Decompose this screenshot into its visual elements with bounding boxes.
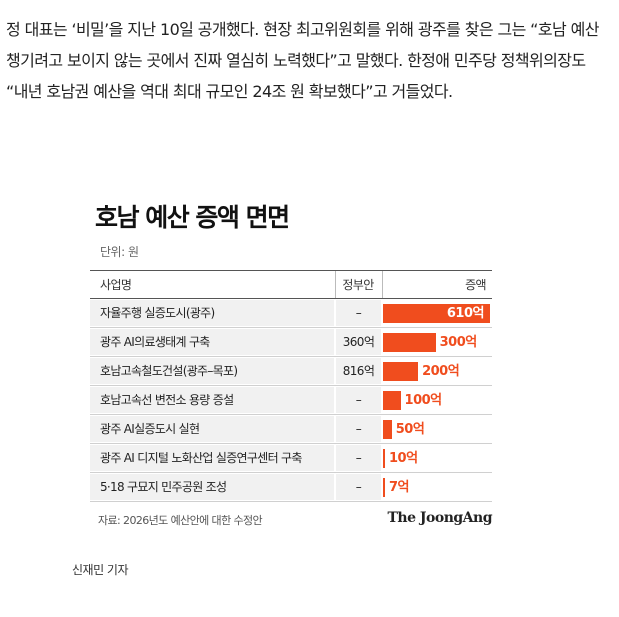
byline: 신재민 기자: [72, 563, 129, 577]
graphic-unit: 단위: 원: [100, 245, 139, 259]
project-name: 호남고속선 변전소 용량 증설: [90, 387, 334, 413]
project-name: 자율주행 실증도시(광주): [90, 300, 334, 326]
increase-label: 300억: [439, 335, 478, 350]
increase-cell: 200억: [383, 358, 492, 384]
table-body: 자율주행 실증도시(광주) –610억 광주 AI의료생태계 구축 360억 300억 호…: [90, 299, 492, 502]
increase-cell: 610억: [383, 300, 492, 326]
increase-bar: [383, 304, 490, 323]
joongang-logo: The JoongAng: [387, 510, 493, 526]
increase-bar: [383, 420, 392, 439]
graphic-source: 자료: 2026년도 예산안에 대한 수정안: [98, 514, 263, 527]
table-row: 5·18 구묘지 민주공원 조성 –7억: [90, 473, 492, 502]
increase-bar: [383, 333, 436, 352]
increase-cell: 300억: [383, 329, 492, 355]
article-body: 정 대표는 ‘비밀’을 지난 10일 공개했다. 현장 최고위원회를 위해 광주…: [6, 14, 606, 107]
increase-cell: 100억: [383, 387, 492, 413]
budget-table: 사업명 정부안 증액 자율주행 실증도시(광주) –610억 광주 AI의료생태계 …: [90, 270, 492, 502]
project-name: 광주 AI실증도시 실현: [90, 416, 334, 442]
table-row: 광주 AI실증도시 실현 –50억: [90, 415, 492, 444]
project-name: 광주 AI의료생태계 구축: [90, 329, 334, 355]
project-name: 광주 AI 디지털 노화산업 실증연구센터 구축: [90, 445, 334, 471]
government-amount: –: [336, 474, 381, 500]
table-row: 광주 AI 디지털 노화산업 실증연구센터 구축 –10억: [90, 444, 492, 473]
article-paragraph: 정 대표는 ‘비밀’을 지난 10일 공개했다. 현장 최고위원회를 위해 광주…: [6, 20, 599, 101]
increase-cell: 50억: [383, 416, 492, 442]
government-amount: –: [336, 416, 381, 442]
table-row: 호남고속철도건설(광주–목포) 816억 200억: [90, 357, 492, 386]
government-amount: –: [336, 445, 381, 471]
increase-bar: [383, 391, 401, 410]
header-project: 사업명: [100, 278, 132, 292]
table-row: 호남고속선 변전소 용량 증설 – 100억: [90, 386, 492, 415]
increase-label: 100억: [404, 393, 443, 408]
increase-cell: 10억: [383, 445, 492, 471]
government-amount: 816억: [336, 358, 381, 384]
increase-label: 50억: [395, 422, 425, 437]
government-amount: 360억: [336, 329, 381, 355]
increase-label: 10억: [389, 451, 418, 466]
increase-label: 7억: [389, 480, 410, 495]
government-amount: –: [336, 387, 381, 413]
table-row: 광주 AI의료생태계 구축 360억 300억: [90, 328, 492, 357]
increase-bar: [383, 478, 385, 497]
increase-bar: [383, 449, 385, 468]
project-name: 5·18 구묘지 민주공원 조성: [90, 474, 334, 500]
header-increase: 증액: [465, 278, 486, 292]
header-government: 정부안: [342, 278, 374, 292]
table-header: 사업명 정부안 증액: [90, 270, 492, 299]
increase-label: 610억: [446, 306, 485, 321]
increase-label: 200억: [422, 364, 460, 379]
government-amount: –: [336, 300, 381, 326]
table-row: 자율주행 실증도시(광주) – 610억: [90, 299, 492, 328]
graphic-title: 호남 예산 증액 면면: [95, 203, 290, 232]
increase-bar: [383, 362, 419, 381]
project-name: 호남고속철도건설(광주–목포): [90, 358, 334, 384]
increase-cell: 7억: [383, 474, 492, 500]
